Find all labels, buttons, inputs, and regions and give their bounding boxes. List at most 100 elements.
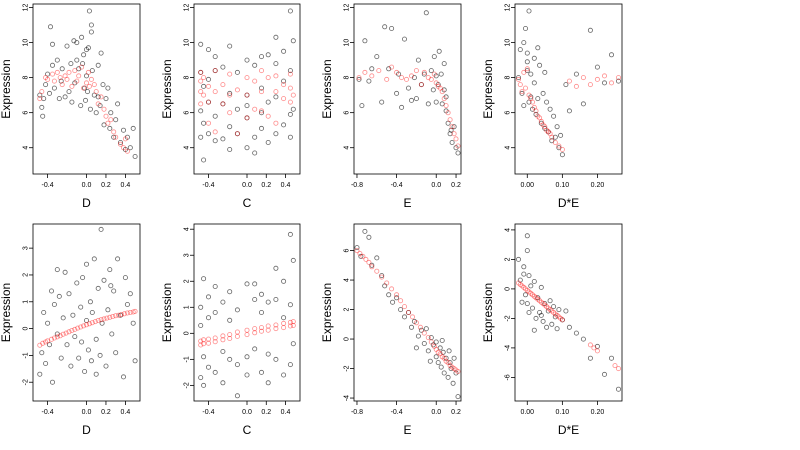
fitted-point <box>244 327 250 333</box>
data-point <box>438 71 444 77</box>
fitted-point <box>103 113 109 119</box>
x-axis-label: D <box>82 423 91 437</box>
data-point <box>531 278 537 284</box>
data-point <box>547 298 553 304</box>
data-point <box>45 320 51 326</box>
x-tick-label: -0.4 <box>202 182 214 189</box>
y-tick-label: 6 <box>344 249 351 253</box>
data-point <box>540 90 546 96</box>
y-tick-label: 8 <box>505 76 512 80</box>
data-point <box>69 99 75 105</box>
fitted-point <box>609 80 615 86</box>
data-point <box>521 40 527 46</box>
fitted-point <box>107 314 113 320</box>
y-tick-label: 6 <box>184 111 191 115</box>
data-point <box>93 371 99 377</box>
data-point <box>227 317 233 323</box>
data-point <box>563 308 569 314</box>
fitted-point <box>244 75 250 81</box>
x-tick-label: 0.0 <box>431 409 441 416</box>
data-point <box>50 62 56 68</box>
data-point <box>201 382 207 388</box>
data-point <box>205 76 211 82</box>
data-point <box>118 312 124 318</box>
fitted-point <box>74 78 80 84</box>
data-point <box>72 80 78 86</box>
data-point <box>396 71 402 77</box>
data-point <box>54 267 60 273</box>
fitted-point <box>265 327 271 333</box>
data-point <box>519 90 525 96</box>
x-tick-label: -0.4 <box>391 409 403 416</box>
data-point <box>132 153 138 159</box>
fitted-point <box>227 92 233 98</box>
fitted-point <box>405 309 411 315</box>
data-point <box>411 318 417 324</box>
data-point <box>399 104 405 110</box>
data-point <box>56 96 62 102</box>
data-point <box>74 280 80 286</box>
y-tick-label: 1 <box>184 305 191 309</box>
data-point <box>74 40 80 46</box>
data-point <box>80 61 86 67</box>
data-point <box>100 82 106 88</box>
fitted-point <box>43 339 49 345</box>
fitted-point <box>435 83 441 89</box>
fitted-point <box>580 75 586 81</box>
fitted-point <box>234 87 240 93</box>
data-point <box>95 285 101 291</box>
data-point <box>453 145 459 151</box>
fitted-point <box>290 92 296 98</box>
x-axis-label: D*E <box>558 196 579 210</box>
data-point <box>201 83 207 89</box>
fitted-point <box>54 334 60 340</box>
data-point <box>88 358 94 364</box>
fitted-point <box>37 342 43 348</box>
fitted-point <box>558 315 564 321</box>
fitted-point <box>252 78 258 84</box>
fitted-point <box>93 89 99 95</box>
fitted-point <box>43 75 49 81</box>
data-point <box>273 61 279 67</box>
data-point <box>127 291 133 297</box>
fitted-point <box>524 66 530 72</box>
fitted-point <box>549 308 555 314</box>
data-point <box>60 315 66 321</box>
fitted-point <box>413 68 419 74</box>
fitted-point <box>362 69 368 75</box>
fitted-point <box>265 323 271 329</box>
data-point <box>198 134 204 140</box>
x-axis-label: C <box>243 423 252 437</box>
data-point <box>85 347 91 353</box>
x-tick-label: 0.2 <box>261 409 271 416</box>
data-point <box>443 355 449 361</box>
data-point <box>453 370 459 376</box>
data-point <box>389 25 395 31</box>
data-point <box>198 108 204 114</box>
data-point <box>425 348 431 354</box>
fitted-point <box>455 143 461 149</box>
data-point <box>580 101 586 107</box>
fitted-point <box>540 122 546 128</box>
data-point <box>198 322 204 328</box>
y-axis-label: Expression <box>160 283 174 342</box>
fitted-point <box>544 127 550 133</box>
data-point <box>244 354 250 360</box>
fitted-point <box>124 148 130 154</box>
plot-frame <box>193 223 301 402</box>
data-point <box>118 139 124 145</box>
y-tick-label: 6 <box>505 111 512 115</box>
fitted-point <box>75 325 81 331</box>
fitted-point <box>439 89 445 95</box>
fitted-point <box>531 104 537 110</box>
data-point <box>212 283 218 289</box>
fitted-point <box>104 315 110 321</box>
fitted-point <box>566 78 572 84</box>
fitted-point <box>421 69 427 75</box>
data-point <box>594 64 600 70</box>
fitted-point <box>62 73 68 79</box>
data-point <box>41 96 47 102</box>
data-point <box>441 370 447 376</box>
data-point <box>354 245 360 251</box>
fitted-point <box>356 75 362 81</box>
